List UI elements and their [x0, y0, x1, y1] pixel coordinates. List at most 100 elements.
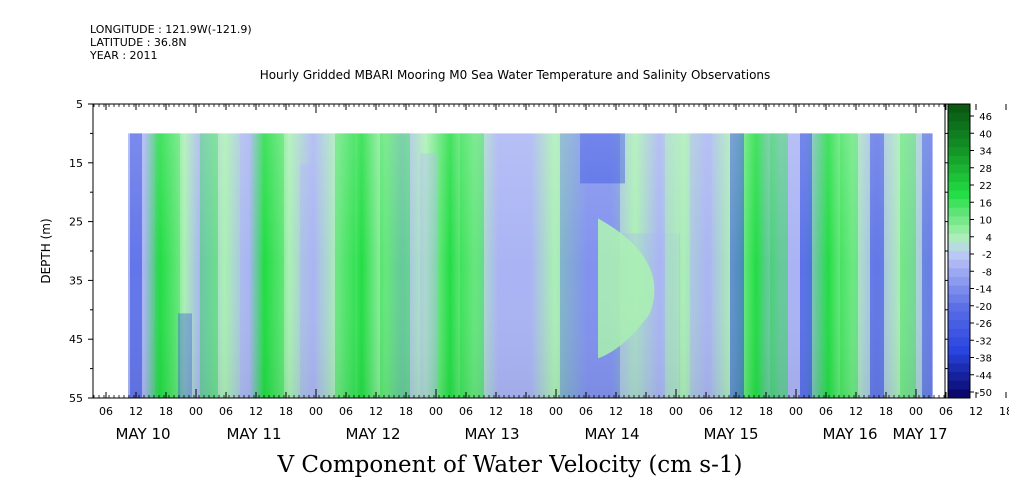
colorbar-label: -20 [976, 302, 992, 313]
x-tick-label: 06 [939, 405, 953, 418]
y-tick-label: 35 [69, 274, 83, 287]
colorbar-band [948, 242, 970, 252]
colorbar-band [948, 363, 970, 373]
colorbar-band [948, 155, 970, 166]
y-axis-label: DEPTH (m) [39, 218, 53, 283]
x-tick-label: 12 [489, 405, 503, 418]
x-tick-label: 18 [279, 405, 293, 418]
colorbar-band [948, 320, 970, 330]
x-day-label: MAY 11 [226, 425, 281, 443]
colorbar-label: 22 [979, 181, 992, 192]
colorbar-band [948, 285, 970, 295]
x-tick-label: 06 [699, 405, 713, 418]
x-tick-label: 18 [519, 405, 533, 418]
x-tick-label: 12 [369, 405, 383, 418]
colorbar-label: -32 [976, 336, 992, 347]
colorbar-label: 28 [979, 164, 992, 175]
field-shade [128, 133, 933, 398]
latitude-label: LATITUDE : 36.8N [90, 36, 187, 49]
heatmap-chart: 5 15 25 35 45 55 06 12 18 00 06 12 18 00 06 12 18 00 06 12… [39, 98, 1009, 443]
colorbar-band [948, 294, 970, 304]
x-tick-label: 06 [459, 405, 473, 418]
x-tick-label: 00 [669, 405, 683, 418]
colorbar-label: -50 [976, 388, 992, 399]
x-tick-label: 12 [729, 405, 743, 418]
colorbar-band [948, 147, 970, 157]
x-tick-label: 06 [819, 405, 833, 418]
colorbar-band [948, 251, 970, 261]
colorbar-band [948, 129, 970, 140]
colorbar-band [948, 164, 970, 174]
x-day-label: MAY 13 [464, 425, 519, 443]
variable-label: V Component of Water Velocity (cm s-1) [277, 452, 743, 478]
colorbar-band [948, 372, 970, 382]
colorbar-band [948, 337, 970, 347]
colorbar-band [948, 121, 970, 131]
colorbar-frame [947, 103, 971, 399]
colorbar-label: 40 [979, 129, 992, 140]
x-tick-label: 18 [999, 405, 1009, 418]
y-tick-label: 25 [69, 216, 83, 229]
colorbar-band [948, 380, 970, 390]
x-tick-label: 18 [639, 405, 653, 418]
colorbar-band [948, 173, 970, 183]
x-tick-label: 12 [849, 405, 863, 418]
colorbar-band [948, 112, 970, 122]
y-tick-label: 5 [76, 98, 83, 111]
chart-title: Hourly Gridded MBARI Mooring M0 Sea Wate… [259, 68, 771, 82]
colorbar-label: 10 [979, 216, 992, 227]
colorbar-band [948, 354, 970, 364]
colorbar-band [948, 199, 970, 209]
y-tick-label: 45 [69, 333, 83, 346]
x-tick-label: 18 [879, 405, 893, 418]
y-axis: 5 15 25 35 45 55 [69, 98, 950, 405]
x-day-label: MAY 14 [584, 425, 639, 443]
colorbar-band [948, 346, 970, 356]
colorbar-label: 4 [986, 233, 992, 244]
colorbar-band [948, 207, 970, 217]
colorbar-band [948, 276, 970, 287]
colorbar-label: 46 [979, 112, 992, 123]
x-tick-label: 00 [909, 405, 923, 418]
colorbar-band [948, 190, 970, 200]
y-tick-label: 15 [69, 157, 83, 170]
longitude-label: LONGITUDE : 121.9W(-121.9) [90, 23, 252, 36]
colorbar-band [948, 225, 970, 235]
x-tick-label: 00 [309, 405, 323, 418]
x-tick-label: 06 [579, 405, 593, 418]
colorbar-label: -26 [976, 319, 992, 330]
x-day-label: MAY 16 [822, 425, 877, 443]
colorbar-band [948, 268, 970, 278]
colorbar-label: -44 [976, 371, 992, 382]
colorbar-label: -38 [976, 354, 992, 365]
x-tick-label: 06 [99, 405, 113, 418]
x-tick-label: 00 [549, 405, 563, 418]
x-tick-label: 12 [129, 405, 143, 418]
colorbar-band [948, 104, 970, 114]
x-tick-label: 00 [189, 405, 203, 418]
x-tick-label: 18 [399, 405, 413, 418]
colorbar-band [948, 389, 970, 399]
colorbar-band [948, 328, 970, 338]
x-tick-label: 12 [609, 405, 623, 418]
y-tick-label: 55 [69, 392, 83, 405]
colorbar-band [948, 233, 970, 243]
colorbar-label: 16 [979, 198, 992, 209]
x-tick-label: 12 [969, 405, 983, 418]
colorbar-band [948, 138, 970, 148]
x-tick-label: 00 [429, 405, 443, 418]
x-tick-label: 06 [219, 405, 233, 418]
x-day-label: MAY 10 [115, 425, 170, 443]
x-tick-label: 06 [339, 405, 353, 418]
colorbar-label: -14 [976, 285, 992, 296]
colorbar-band [948, 259, 970, 269]
x-day-label: MAY 17 [892, 425, 947, 443]
colorbar-label: -8 [982, 267, 992, 278]
velocity-field [128, 133, 933, 398]
x-day-label: MAY 15 [703, 425, 758, 443]
colorbar-band [948, 216, 970, 226]
colorbar: 46 40 34 28 22 16 10 4 -2 -8 -14 -20 -26 -32 -38 -44 -50 [947, 103, 992, 399]
x-tick-label: 18 [159, 405, 173, 418]
colorbar-label: -2 [982, 250, 992, 261]
x-tick-label: 12 [249, 405, 263, 418]
